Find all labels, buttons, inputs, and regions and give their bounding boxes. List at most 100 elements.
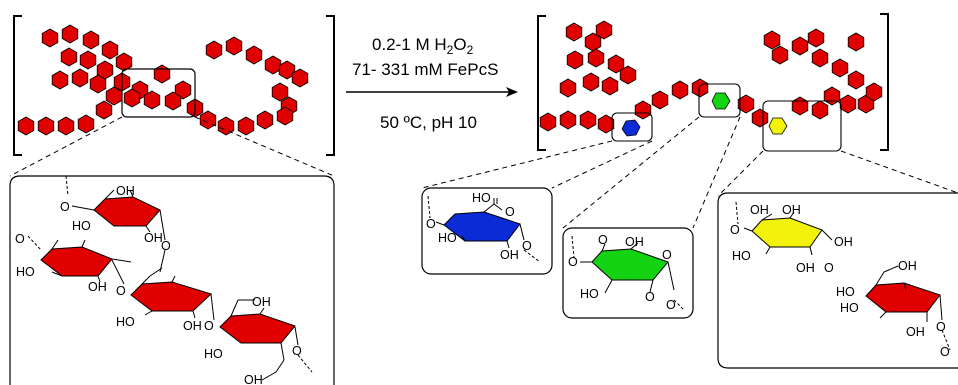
- zoom-box-left: [121, 68, 196, 118]
- o-label: O: [522, 239, 532, 253]
- hexagon-icon: [245, 45, 263, 65]
- oh-label: OH: [750, 203, 769, 217]
- ho-label: HO: [204, 347, 223, 361]
- hexagon-icon: [839, 94, 857, 114]
- hexagon-icon: [17, 116, 35, 136]
- glucose-ring-3: [130, 281, 212, 312]
- oh-label: OH: [252, 295, 271, 309]
- hexagon-icon: [601, 76, 619, 96]
- hexagon-icon: [37, 116, 55, 136]
- hexagon-icon: [264, 55, 282, 75]
- oh-label: OH: [898, 259, 917, 273]
- hexagon-icon: [791, 36, 809, 56]
- glucose-ring-4: [219, 313, 296, 344]
- structure-box-green: O OH O O HO O O: [562, 227, 694, 319]
- hexagon-icon: [174, 80, 192, 100]
- zoom-leaders-right: [421, 116, 958, 229]
- hexagon-icon: [278, 60, 296, 80]
- hexagon-icon: [579, 110, 597, 130]
- o-label: O: [161, 239, 171, 253]
- right-bracket-open: [537, 15, 546, 151]
- oxidized-ring-yellow: [751, 217, 823, 248]
- hexagon-icon: [89, 74, 107, 94]
- o-label: O: [426, 217, 436, 231]
- oh-label: OH: [144, 231, 163, 245]
- hexagon-icon: [57, 116, 75, 136]
- hexagon-icon: [582, 72, 600, 92]
- hexagon-icon: [811, 48, 829, 68]
- reaction-condition: 50 ºC, pH 10: [380, 113, 477, 132]
- arrow-head: [506, 87, 518, 97]
- hexagon-icon: [41, 28, 59, 48]
- ho-label: HO: [116, 315, 135, 329]
- hexagon-icon: [79, 50, 97, 70]
- hexagon-icon: [276, 106, 294, 126]
- hexagon-icon: [751, 108, 769, 128]
- glucose-units-right: [539, 20, 883, 134]
- oh-label: OH: [834, 235, 853, 249]
- hexagon-icon: [595, 20, 613, 40]
- hexagon-icon: [205, 40, 223, 60]
- oh-label: OH: [906, 325, 925, 339]
- o-label: O: [204, 319, 214, 333]
- o-label: O: [645, 290, 655, 304]
- hexagon-icon: [597, 114, 615, 134]
- hexagon-icon: [565, 22, 583, 42]
- hexagon-icon: [671, 80, 689, 100]
- oh-label: OH: [500, 248, 519, 262]
- zoom-line-left-b: [194, 116, 335, 177]
- o-label: O: [598, 233, 608, 247]
- o-label: O: [824, 261, 834, 275]
- hexagon-icon: [271, 82, 289, 102]
- glucose-ring-1: [93, 196, 161, 227]
- ho-label: HO: [840, 301, 859, 315]
- hexagon-icon: [691, 78, 709, 98]
- o-label: O: [505, 205, 515, 219]
- zoom-box-green: [698, 83, 741, 118]
- oh-label: OH: [244, 373, 263, 385]
- hexagon-icon: [847, 32, 865, 52]
- oh-label: OH: [116, 184, 135, 198]
- hexagon-icon: [847, 70, 865, 90]
- hexagon-icon: [771, 45, 789, 65]
- o-label: O: [60, 200, 70, 214]
- hexagon-icon: [737, 94, 755, 114]
- hexagon-icon: [566, 50, 584, 70]
- hexagon-icon: [831, 58, 849, 78]
- oxidized-ring-green: [591, 248, 669, 281]
- o-label: O: [730, 223, 740, 237]
- o-label: O: [940, 345, 950, 359]
- ho-label: HO: [16, 265, 35, 279]
- o-label: O: [936, 320, 946, 334]
- hexagon-icon: [256, 110, 274, 130]
- ho-label: HO: [438, 231, 457, 245]
- hexagon-icon: [587, 48, 605, 68]
- hexagon-icon: [164, 91, 182, 111]
- hexagon-icon: [115, 52, 133, 72]
- hexagon-icon: [225, 36, 243, 56]
- hexagon-icon: [634, 100, 652, 120]
- hexagon-icon: [82, 30, 100, 50]
- hexagon-icon: [105, 86, 123, 106]
- hexagon-icon: [607, 54, 625, 74]
- zoom-line-left-a: [9, 116, 123, 177]
- left-bracket-close: [326, 15, 335, 156]
- hexagon-icon: [95, 100, 113, 120]
- o-label: O: [662, 248, 672, 262]
- glucose-units-left: [17, 24, 309, 136]
- oh-label: OH: [796, 261, 815, 275]
- hexagon-icon: [77, 114, 95, 134]
- o-label: O: [568, 255, 578, 269]
- structure-box-yellow: O OH OH OH HO OH O OH HO HO OH O O: [717, 192, 958, 369]
- hexagon-icon: [791, 96, 809, 116]
- oh-label: OH: [183, 319, 202, 333]
- hexagon-icon: [865, 82, 883, 102]
- green-oxidized-unit: [711, 92, 731, 110]
- hexagon-icon: [51, 70, 69, 90]
- polymer-before: [9, 15, 335, 177]
- hexagon-icon: [823, 86, 841, 106]
- glucose-ring-5: [865, 282, 941, 313]
- reagent-line-2: 71- 331 mM FePcS: [352, 60, 498, 79]
- hexagon-icon: [199, 110, 217, 130]
